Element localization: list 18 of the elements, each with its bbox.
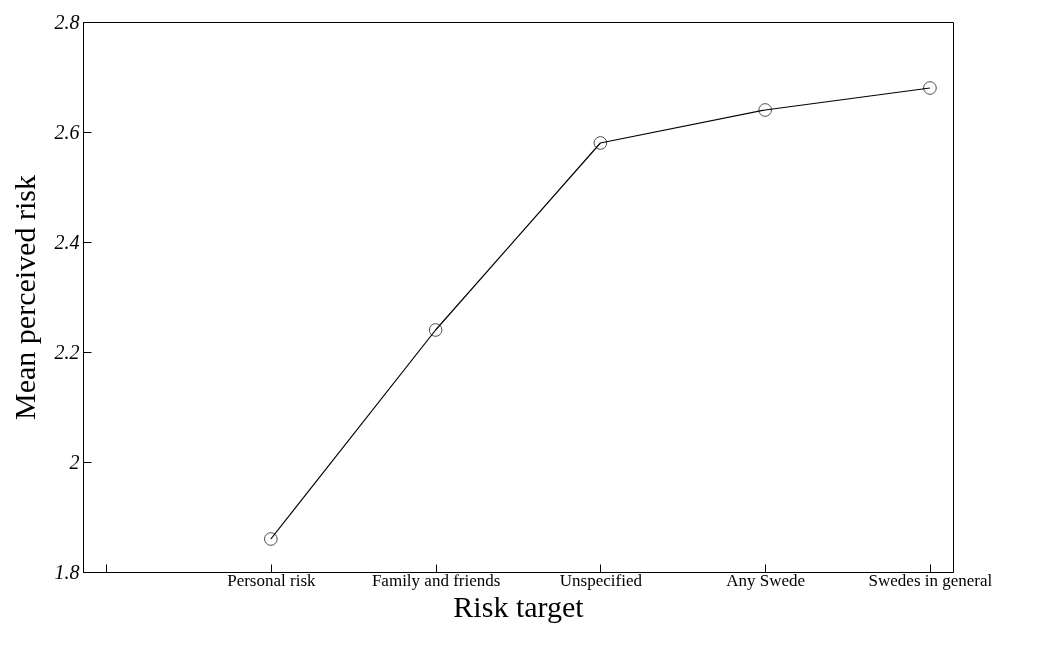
point (593, 136, 608, 150)
y-tick-label: 1.8 (54, 560, 80, 583)
x-tick-label: Swedes in general (868, 570, 993, 590)
y-tick-label: 2 (69, 450, 80, 473)
x-axis-title: Risk target (453, 589, 585, 623)
y-tick-label: 2.8 (54, 10, 80, 33)
y-tick-label: 2.4 (54, 230, 80, 253)
point (264, 532, 278, 546)
x-tick-label: Unspecified (559, 570, 643, 590)
y-tick-label: 2.6 (54, 120, 80, 143)
x-tick-label: Any Swede (726, 570, 806, 590)
x-tick-label: Personal risk (227, 570, 316, 590)
y-tick-label: 2.2 (54, 340, 80, 363)
point (758, 103, 772, 117)
x-tick-label: Family and friends (371, 570, 501, 590)
point (923, 81, 937, 95)
y-axis-title: Mean perceived risk (7, 175, 41, 420)
point (428, 323, 443, 337)
